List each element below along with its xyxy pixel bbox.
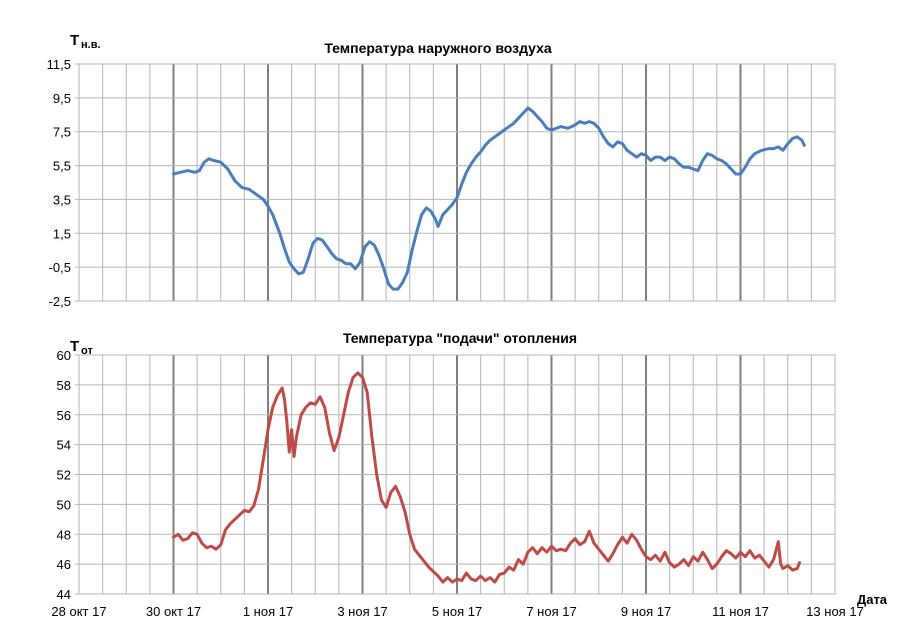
y-axis-label: T <box>70 338 79 355</box>
y-tick-label: 1,5 <box>53 226 71 241</box>
x-tick-label: 9 ноя 17 <box>621 604 671 619</box>
y-tick-label: 11,5 <box>47 57 71 72</box>
y-tick-label: 44 <box>57 587 71 602</box>
series-line-0-0 <box>172 106 806 291</box>
y-tick-label: 7,5 <box>53 125 71 140</box>
x-tick-label: 3 ноя 17 <box>337 604 387 619</box>
y-tick-label: 54 <box>57 438 71 453</box>
y-tick-label: 3,5 <box>53 192 71 207</box>
x-tick-label: 13 ноя 17 <box>806 604 864 619</box>
x-tick-label: 11 ноя 17 <box>712 604 769 619</box>
x-tick-label: 28 окт 17 <box>51 604 106 619</box>
y-tick-label: 58 <box>57 378 71 393</box>
y-tick-label: 48 <box>57 527 71 542</box>
y-tick-label: 60 <box>57 348 71 363</box>
y-tick-label: 5,5 <box>53 159 71 174</box>
y-tick-label: 50 <box>57 497 71 512</box>
series-line-1-0 <box>172 371 802 584</box>
chart-title: Температура "подачи" отопления <box>343 330 577 346</box>
x-axis-label: Дата <box>857 592 888 607</box>
x-tick-label: 30 окт 17 <box>146 604 201 619</box>
y-axis-label-subscript: от <box>81 345 93 357</box>
y-tick-label: 46 <box>57 557 71 572</box>
y-tick-label: 56 <box>57 408 71 423</box>
y-axis-label: T <box>70 32 79 49</box>
x-tick-label: 7 ноя 17 <box>526 604 576 619</box>
y-tick-label: 52 <box>57 468 71 483</box>
y-tick-label: -0,5 <box>49 260 71 275</box>
y-axis-label-subscript: н.в. <box>81 39 101 51</box>
x-tick-label: 5 ноя 17 <box>432 604 482 619</box>
y-tick-label: -2,5 <box>49 294 71 309</box>
chart-title: Температура наружного воздуха <box>324 40 552 56</box>
y-tick-label: 9,5 <box>53 91 71 106</box>
x-tick-label: 1 ноя 17 <box>243 604 293 619</box>
